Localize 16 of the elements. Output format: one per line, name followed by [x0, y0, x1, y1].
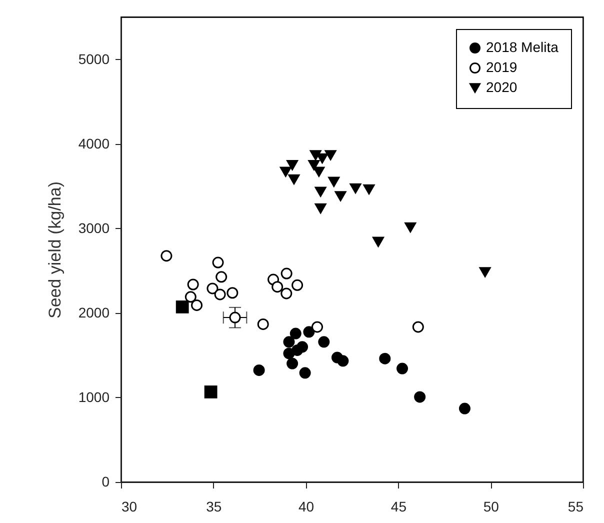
legend-label: 2018 Melita: [486, 39, 559, 55]
y-tick-label: 4000: [78, 135, 110, 152]
x-tick-label: 45: [390, 498, 407, 514]
y-tick-label: 0: [102, 474, 110, 490]
y-tick-label: 5000: [78, 50, 110, 67]
x-tick-label: 40: [298, 498, 314, 514]
legend-label: 2019: [486, 59, 518, 75]
y-tick-label: 3000: [78, 220, 110, 236]
x-tick-label: 50: [483, 498, 500, 514]
y-tick-label: 1000: [78, 388, 110, 405]
y-tick-label: 2000: [78, 304, 110, 320]
legend-label: 2020: [486, 79, 518, 95]
x-tick-label: 55: [568, 498, 584, 514]
x-tick-label: 30: [122, 498, 138, 514]
y-axis-title: Seed yield (kg/ha): [45, 181, 64, 319]
x-tick-label: 35: [206, 498, 222, 514]
